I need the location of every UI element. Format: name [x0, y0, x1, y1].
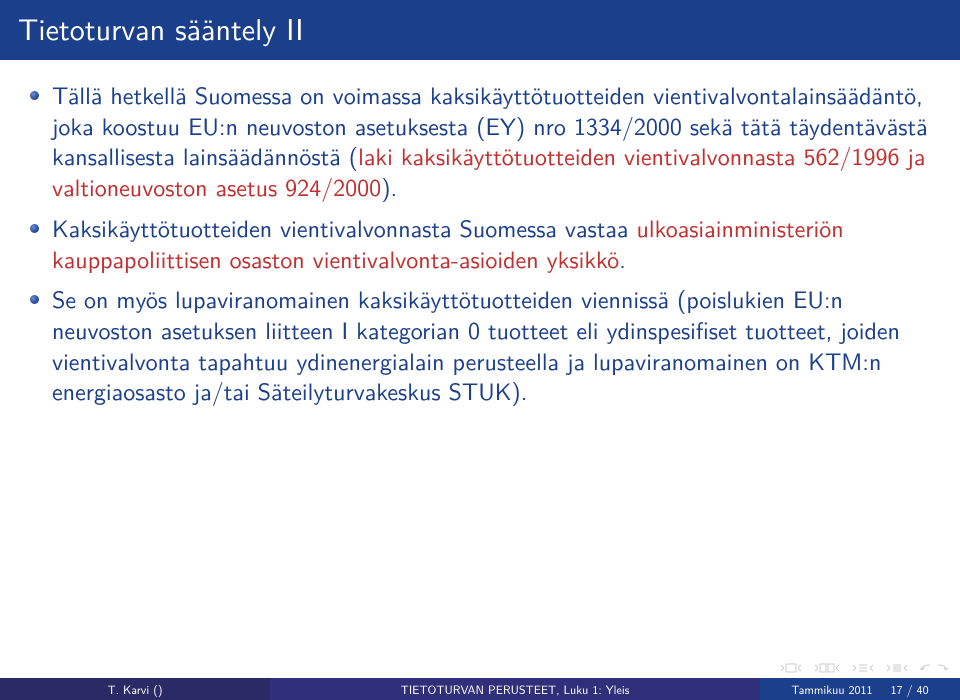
bullet-icon	[30, 224, 39, 233]
nav-section-icon[interactable]	[852, 662, 874, 674]
nav-frame-icon[interactable]	[814, 662, 840, 674]
slide: Tietoturvan sääntely II Tällä hetkellä S…	[0, 0, 960, 700]
slide-title: Tietoturvan sääntely II	[0, 0, 960, 60]
item-text-post: .	[619, 241, 626, 276]
bullet-icon	[30, 91, 39, 100]
bullet-icon	[30, 295, 39, 304]
slide-body: Tällä hetkellä Suomessa on voimassa kaks…	[0, 60, 960, 407]
footer-date-page: Tammikuu 2011 17 / 40	[760, 678, 960, 700]
footer-author: T. Karvi ()	[0, 678, 270, 700]
nav-slide-icon[interactable]	[780, 662, 802, 674]
item-text-pre: Se on myös lupaviranomainen kaksikäyttöt…	[52, 281, 900, 408]
nav-back-forward-icon[interactable]	[920, 662, 948, 674]
footer-title: TIETOTURVAN PERUSTEET, Luku 1: Yleis	[270, 678, 760, 700]
bullet-list: Tällä hetkellä Suomessa on voimassa kaks…	[26, 80, 934, 407]
footer: T. Karvi () TIETOTURVAN PERUSTEET, Luku …	[0, 678, 960, 700]
item-text-post: ).	[381, 169, 397, 204]
list-item: Kaksikäyttötuotteiden vientivalvonnasta …	[26, 213, 934, 274]
list-item: Tällä hetkellä Suomessa on voimassa kaks…	[26, 80, 934, 203]
footer-date: Tammikuu 2011	[791, 680, 872, 698]
nav-subsection-icon[interactable]	[886, 662, 908, 674]
list-item: Se on myös lupaviranomainen kaksikäyttöt…	[26, 284, 934, 407]
beamer-nav-icons	[780, 662, 948, 674]
footer-page: 17 / 40	[891, 680, 929, 698]
